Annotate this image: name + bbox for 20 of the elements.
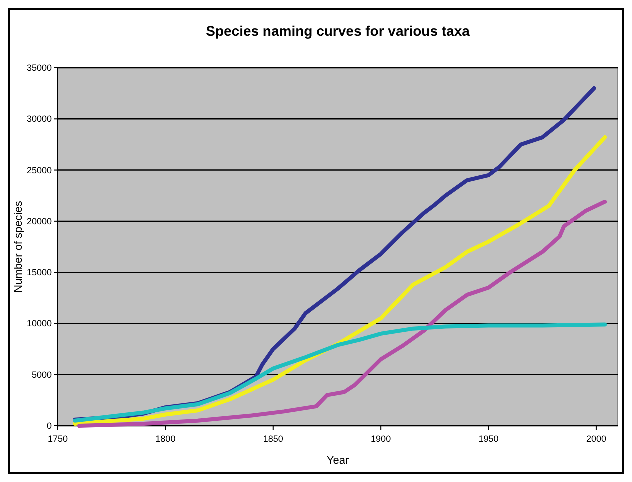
y-tick-label: 0 xyxy=(46,421,52,431)
y-axis-title: Number of species xyxy=(13,200,25,293)
y-tick-label: 15000 xyxy=(26,268,52,278)
chart-title: Species naming curves for various taxa xyxy=(206,23,470,39)
x-tick-label: 1750 xyxy=(48,434,68,444)
x-tick-label: 1950 xyxy=(478,434,499,444)
x-tick-label: 1900 xyxy=(371,434,392,444)
line-series xyxy=(73,322,608,423)
y-tick-label: 10000 xyxy=(26,318,52,329)
y-tick-label: 20000 xyxy=(26,216,52,226)
y-tick-label: 5000 xyxy=(32,370,52,380)
x-tick-label: 1850 xyxy=(263,434,284,444)
x-tick-label: 1800 xyxy=(156,434,176,444)
x-axis-title: Year xyxy=(326,455,350,467)
line-series xyxy=(78,200,608,428)
y-tick-label: 35000 xyxy=(26,63,52,73)
line-series xyxy=(73,136,608,426)
y-tick-label: 30000 xyxy=(26,114,52,124)
y-tick-label: 25000 xyxy=(26,165,52,176)
x-tick-label: 2000 xyxy=(586,434,606,444)
